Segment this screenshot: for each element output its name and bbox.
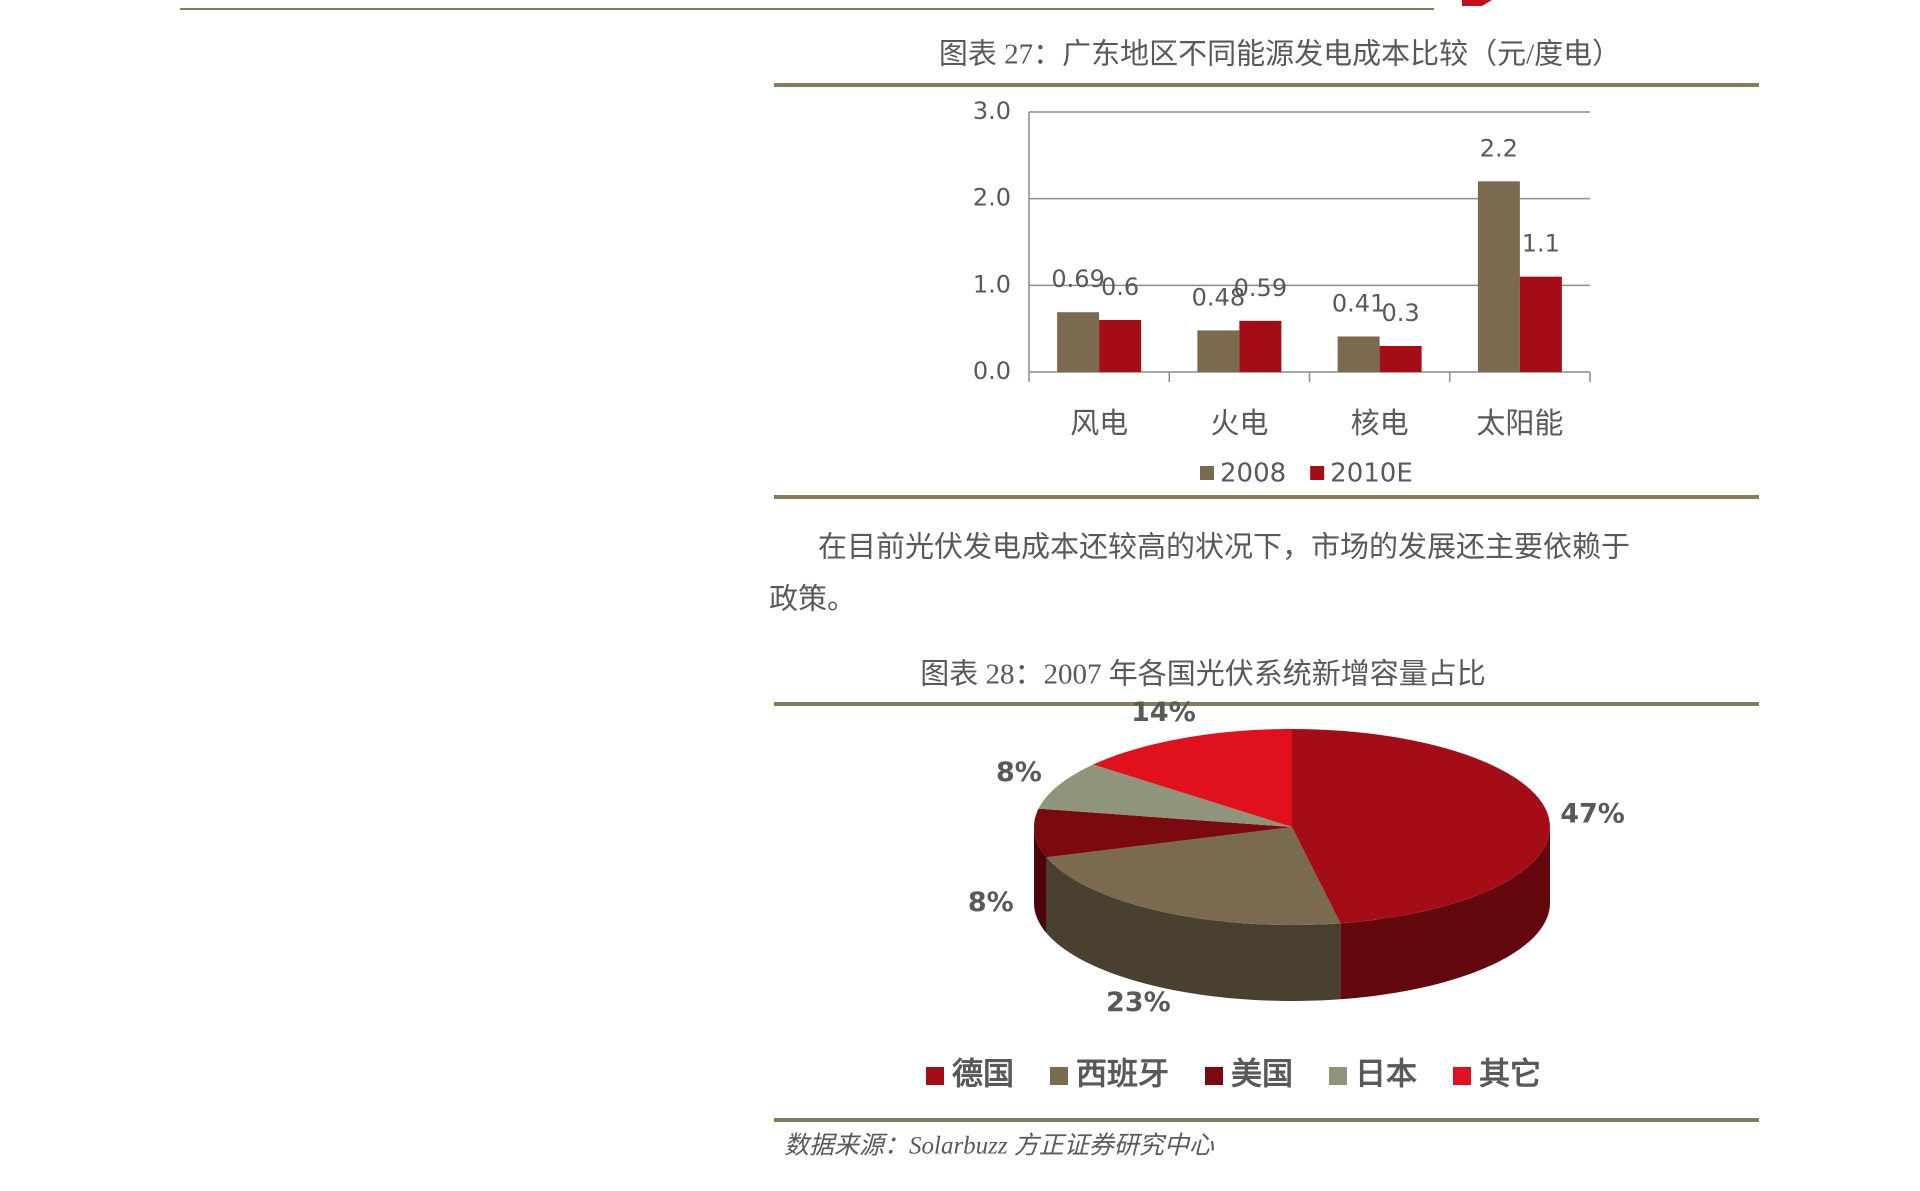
data-label: 8% bbox=[996, 757, 1042, 788]
paragraph-line: 在目前光伏发电成本还较高的状况下，市场的发展还主要依赖于 bbox=[818, 531, 1630, 564]
pie-side bbox=[1034, 827, 1047, 934]
data-label: 8% bbox=[968, 887, 1014, 918]
pie-slice bbox=[1038, 764, 1292, 827]
bar bbox=[1057, 312, 1100, 372]
legend-swatch bbox=[1050, 1067, 1068, 1085]
pie-side bbox=[1340, 827, 1550, 1000]
x-tick-label: 风电 bbox=[1070, 406, 1128, 440]
legend-swatch bbox=[926, 1067, 944, 1085]
data-label: 14% bbox=[1131, 697, 1196, 728]
pie-slice bbox=[1292, 729, 1550, 924]
x-tick-label: 火电 bbox=[1210, 406, 1268, 440]
legend-swatch bbox=[1329, 1067, 1347, 1085]
pie-slice bbox=[1093, 729, 1292, 827]
pie-slice bbox=[1046, 827, 1341, 925]
data-label: 1.1 bbox=[1522, 230, 1560, 258]
y-tick-label: 1.0 bbox=[973, 270, 1011, 298]
x-tick-label: 太阳能 bbox=[1476, 406, 1563, 440]
legend-label: 日本 bbox=[1355, 1057, 1417, 1093]
data-label: 0.3 bbox=[1382, 299, 1420, 327]
data-label: 0.59 bbox=[1234, 274, 1287, 302]
chart-title: 图表 28：2007 年各国光伏系统新增容量占比 bbox=[920, 658, 1486, 691]
legend-swatch bbox=[1200, 466, 1214, 480]
source: 数据来源：Solarbuzz 方正证券研究中心 bbox=[784, 1132, 1215, 1160]
bar bbox=[1337, 336, 1380, 372]
legend-label: 2010E bbox=[1330, 459, 1413, 489]
logo bbox=[1462, 0, 1492, 6]
chart-title: 图表 27：广东地区不同能源发电成本比较（元/度电） bbox=[939, 38, 1621, 71]
legend-swatch bbox=[1310, 466, 1325, 480]
legend-swatch bbox=[1453, 1067, 1471, 1085]
bar bbox=[1519, 276, 1562, 372]
bar bbox=[1477, 181, 1520, 372]
legend-label: 其它 bbox=[1479, 1057, 1541, 1093]
data-label: 47% bbox=[1560, 799, 1625, 830]
legend-label: 美国 bbox=[1231, 1057, 1293, 1093]
legend-label: 西班牙 bbox=[1076, 1057, 1169, 1093]
bar bbox=[1379, 346, 1422, 372]
legend-label: 德国 bbox=[952, 1057, 1014, 1093]
y-tick-label: 2.0 bbox=[973, 184, 1011, 212]
x-tick-label: 核电 bbox=[1351, 406, 1409, 440]
y-tick-label: 3.0 bbox=[973, 97, 1011, 125]
legend-swatch bbox=[1205, 1067, 1223, 1085]
data-label: 23% bbox=[1106, 987, 1171, 1018]
bar bbox=[1197, 330, 1240, 372]
data-label: 2.2 bbox=[1480, 134, 1518, 162]
data-label: 0.41 bbox=[1332, 289, 1385, 317]
y-tick-label: 0.0 bbox=[973, 357, 1011, 385]
data-label: 0.48 bbox=[1192, 283, 1245, 311]
bar bbox=[1239, 320, 1282, 372]
data-label: 0.69 bbox=[1051, 265, 1104, 293]
pie-slice bbox=[1034, 808, 1292, 858]
data-label: 0.6 bbox=[1101, 273, 1139, 301]
bar bbox=[1099, 320, 1142, 372]
pie-side bbox=[1046, 857, 1341, 1001]
legend-label: 2008 bbox=[1220, 459, 1286, 489]
paragraph-line: 政策。 bbox=[769, 583, 856, 616]
